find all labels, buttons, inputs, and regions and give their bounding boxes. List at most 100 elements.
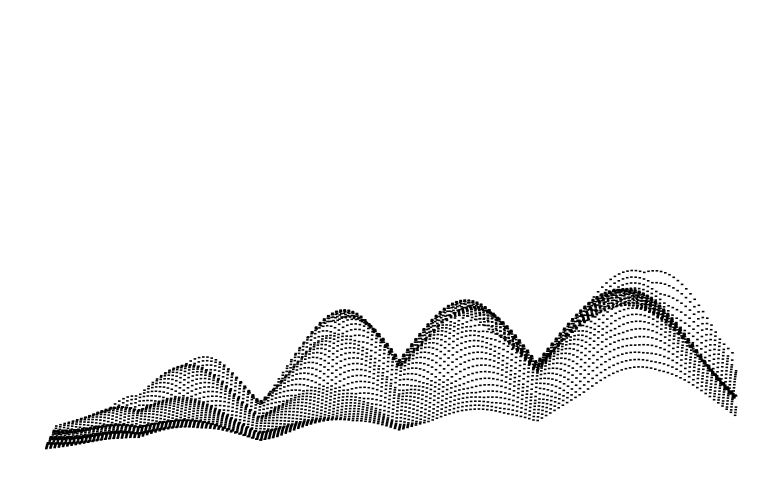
surface-dash (52, 440, 56, 443)
surface-dash (187, 372, 191, 375)
surface-dash (609, 336, 612, 338)
surface-dash (519, 348, 522, 350)
surface-dash (536, 416, 540, 418)
surface-dash (183, 412, 187, 414)
surface-dash (278, 396, 282, 398)
surface-dash (575, 377, 578, 379)
surface-dash (192, 368, 195, 370)
surface-dash (105, 434, 108, 436)
surface-dash (143, 418, 147, 421)
surface-dash (400, 402, 404, 404)
surface-dash (247, 417, 251, 420)
surface-dash (473, 404, 477, 406)
surface-dash (176, 406, 180, 409)
surface-dash (726, 397, 730, 399)
surface-dash (240, 431, 243, 433)
surface-dash (439, 344, 443, 347)
surface-dash (605, 338, 608, 341)
surface-dash (685, 348, 689, 351)
surface-dash (666, 316, 669, 319)
surface-dash (612, 303, 615, 306)
surface-dash (135, 417, 139, 419)
surface-dash (435, 315, 438, 317)
surface-dash (317, 331, 321, 333)
surface-dash (438, 383, 441, 386)
surface-dash (489, 338, 493, 340)
surface-dash (490, 325, 494, 328)
surface-dash (158, 421, 162, 424)
surface-dash (193, 399, 197, 402)
surface-dash (662, 309, 666, 311)
surface-dash (161, 400, 165, 403)
surface-dash (571, 320, 575, 322)
surface-dash (340, 339, 344, 341)
surface-dash (417, 385, 421, 388)
surface-dash (583, 369, 587, 371)
surface-dash (188, 408, 191, 410)
surface-dash (248, 431, 252, 434)
surface-dash (639, 320, 642, 323)
surface-dash (271, 395, 274, 397)
surface-dash (300, 401, 304, 404)
surface-dash (79, 423, 82, 426)
surface-dash (311, 413, 315, 416)
surface-dash (563, 328, 567, 330)
surface-dash (431, 322, 435, 324)
surface-dash (356, 413, 360, 415)
surface-dash (427, 346, 431, 349)
surface-dash (296, 411, 299, 413)
surface-dash (228, 426, 231, 428)
surface-dash (511, 413, 514, 416)
surface-dash (74, 432, 77, 434)
surface-dash (460, 306, 463, 308)
surface-dash (624, 300, 627, 303)
surface-dash (280, 431, 284, 433)
surface-dash (600, 294, 603, 297)
surface-dash (688, 366, 692, 368)
surface-dash (276, 431, 280, 434)
surface-dash (475, 304, 478, 307)
surface-dash (667, 357, 670, 360)
surface-dash (502, 323, 505, 325)
surface-dash (620, 298, 624, 301)
surface-dash (315, 417, 318, 420)
surface-dash (60, 443, 63, 445)
surface-dash (684, 354, 688, 357)
surface-dash (471, 300, 475, 302)
surface-dash (103, 416, 106, 419)
surface-dash (311, 418, 314, 421)
surface-dash (244, 408, 247, 411)
surface-dash (657, 307, 661, 309)
surface-dash (595, 382, 598, 384)
surface-dash (506, 326, 509, 328)
surface-dash (296, 404, 300, 407)
surface-dash (528, 410, 532, 412)
surface-dash (390, 419, 394, 421)
surface-dash (248, 412, 251, 415)
surface-dash (71, 434, 75, 436)
surface-dash (472, 303, 475, 306)
surface-dash (321, 335, 324, 337)
surface-dash (349, 404, 352, 407)
surface-dash (196, 426, 199, 429)
surface-dash (194, 398, 197, 400)
surface-dash (476, 357, 479, 360)
surface-dash (266, 429, 270, 432)
surface-dash (551, 378, 554, 380)
surface-dash (698, 358, 701, 360)
surface-dash (340, 354, 343, 356)
surface-dash (224, 423, 227, 426)
surface-dash (127, 415, 131, 417)
surface-dash (541, 409, 544, 412)
surface-dash (452, 407, 456, 410)
surface-dash (352, 351, 356, 354)
surface-dash (724, 384, 727, 387)
surface-dash (356, 362, 359, 365)
surface-dash (177, 401, 180, 404)
surface-dash (79, 421, 82, 423)
surface-dash (387, 356, 390, 359)
surface-dash (187, 369, 191, 371)
surface-dash (83, 421, 86, 423)
surface-dash (227, 427, 231, 430)
surface-dash (152, 405, 156, 408)
